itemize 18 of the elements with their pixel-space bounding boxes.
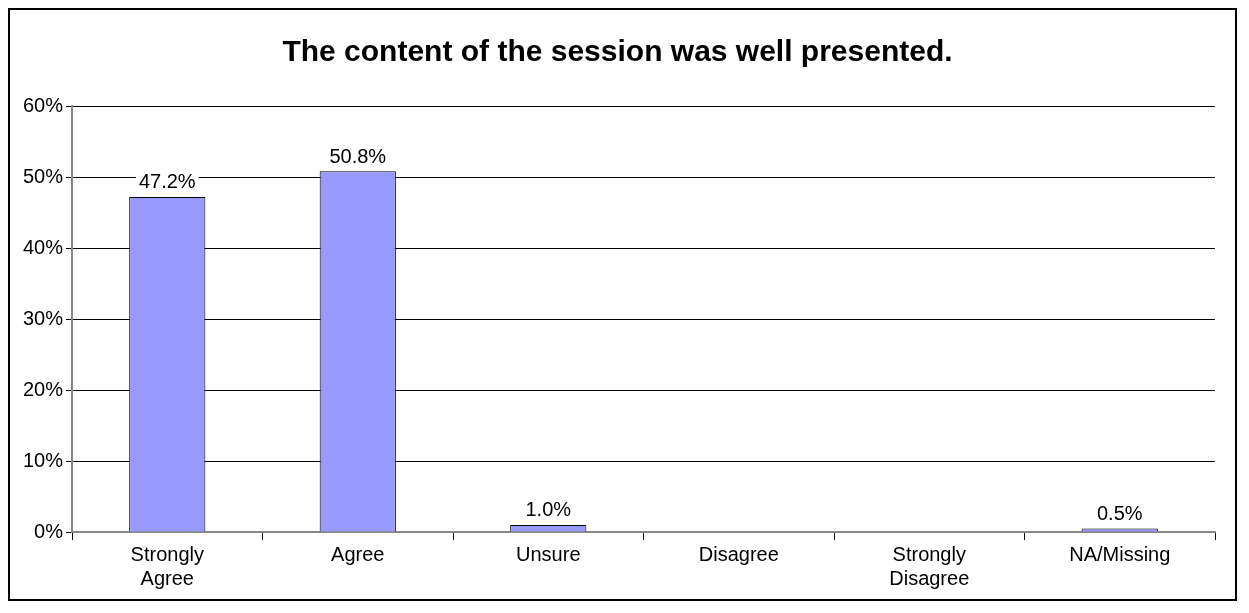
data-label: 47.2% xyxy=(138,170,196,193)
y-tick-label: 10% xyxy=(23,448,64,471)
data-label: 1.0% xyxy=(525,498,572,521)
x-tick-label: NA/Missing xyxy=(1069,542,1171,565)
y-tick-label: 40% xyxy=(23,235,64,258)
x-tick-label: Agree xyxy=(331,542,385,565)
x-tick-label: Strongly Disagree xyxy=(889,542,970,589)
y-tick-label: 50% xyxy=(23,164,64,187)
y-tick-label: 20% xyxy=(23,377,64,400)
chart-title: The content of the session was well presented. xyxy=(282,34,953,68)
data-label: 50.8% xyxy=(329,144,387,167)
y-tick-label: 0% xyxy=(34,519,64,542)
x-tick-label: Unsure xyxy=(516,542,581,565)
x-tick-label: Strongly Agree xyxy=(130,542,204,589)
x-tick-label: Disagree xyxy=(698,542,779,565)
y-tick-label: 60% xyxy=(23,93,64,116)
data-label: 0.5% xyxy=(1096,501,1143,524)
y-tick-label: 30% xyxy=(23,306,64,329)
